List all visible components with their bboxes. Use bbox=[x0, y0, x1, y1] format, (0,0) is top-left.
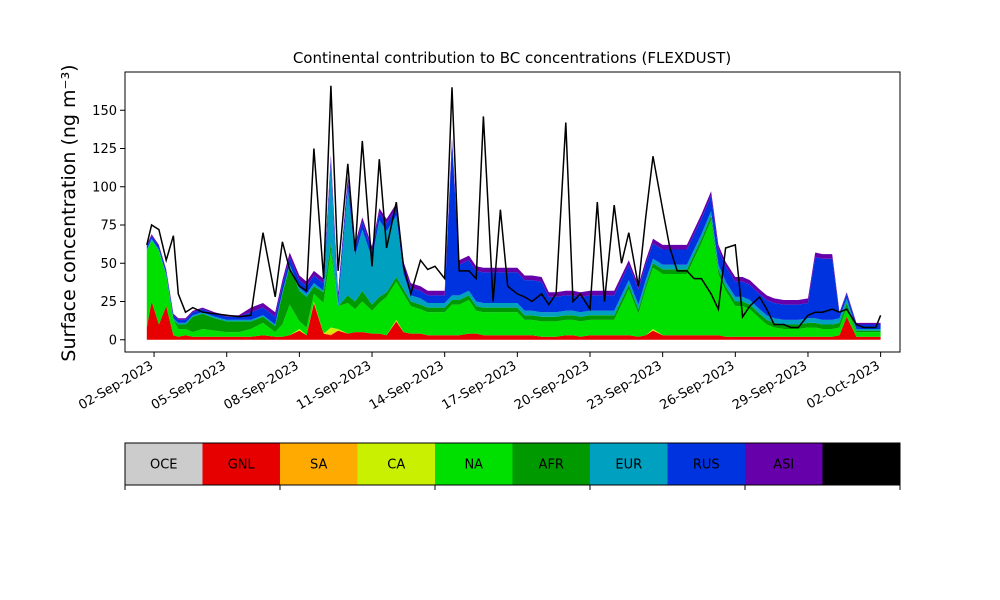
legend-label: GNL bbox=[228, 458, 256, 473]
legend-label: OCE bbox=[150, 458, 178, 473]
series-area-na bbox=[146, 220, 881, 337]
legend-swatch-gnl bbox=[202, 443, 280, 485]
chart-title: Continental contribution to BC concentra… bbox=[293, 49, 731, 67]
series-area-eur bbox=[146, 166, 881, 331]
legend-label: SA bbox=[310, 458, 327, 473]
y-tick-label: 100 bbox=[92, 180, 117, 195]
legend-label: AUS bbox=[848, 458, 875, 473]
legend-swatch-asi bbox=[745, 443, 823, 485]
legend-swatch-sa bbox=[280, 443, 358, 485]
legend-swatch-rus bbox=[667, 443, 745, 485]
legend-swatch-aus bbox=[822, 443, 900, 485]
y-axis: 0 25 50 75 100 125 150 bbox=[92, 104, 125, 348]
plot-area bbox=[146, 85, 882, 340]
legend-swatch-na bbox=[435, 443, 513, 485]
y-tick-label: 25 bbox=[100, 295, 117, 310]
legend-label: RUS bbox=[693, 458, 720, 473]
y-tick-label: 125 bbox=[92, 142, 117, 157]
legend-swatch-ca bbox=[357, 443, 435, 485]
total-line bbox=[146, 85, 882, 329]
legend-label: AFR bbox=[539, 458, 564, 473]
y-tick-label: 75 bbox=[100, 219, 117, 234]
legend-swatch-oce bbox=[125, 443, 203, 485]
series-area-afr bbox=[146, 215, 881, 333]
legend-frame bbox=[124, 442, 901, 486]
plot-frame bbox=[124, 71, 901, 353]
y-tick-label: 150 bbox=[92, 104, 117, 119]
legend-swatch-afr bbox=[512, 443, 590, 485]
legend-label: CA bbox=[387, 458, 405, 473]
legend-label: NA bbox=[464, 458, 483, 473]
legend-label: ASI bbox=[773, 458, 794, 473]
legend-swatch-eur bbox=[590, 443, 668, 485]
y-axis-label: Surface concentration (ng m⁻³) bbox=[58, 64, 80, 361]
color-legend: OCE GNL SA CA NA AFR EUR RUS ASI AUS bbox=[124, 442, 901, 490]
y-tick-label: 50 bbox=[100, 257, 117, 272]
legend-label: EUR bbox=[615, 458, 642, 473]
y-tick-label: 0 bbox=[109, 333, 117, 348]
